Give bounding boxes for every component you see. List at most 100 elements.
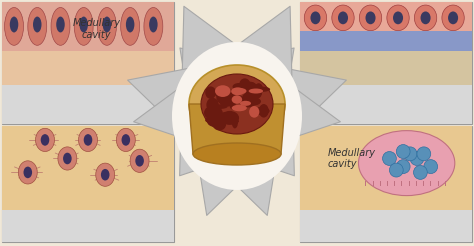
Ellipse shape (41, 134, 49, 146)
Ellipse shape (189, 65, 285, 143)
Ellipse shape (51, 7, 70, 45)
Ellipse shape (98, 7, 117, 45)
Ellipse shape (413, 166, 427, 179)
Ellipse shape (213, 118, 226, 131)
Ellipse shape (144, 7, 163, 45)
Ellipse shape (226, 94, 243, 103)
FancyBboxPatch shape (300, 31, 472, 51)
Ellipse shape (387, 5, 409, 31)
Ellipse shape (24, 167, 32, 178)
Ellipse shape (205, 117, 216, 123)
Ellipse shape (36, 128, 55, 152)
Ellipse shape (206, 98, 219, 112)
FancyBboxPatch shape (300, 2, 472, 124)
Ellipse shape (79, 128, 98, 152)
Text: Medullary
cavity: Medullary cavity (328, 148, 375, 169)
Ellipse shape (396, 160, 410, 174)
FancyBboxPatch shape (300, 2, 472, 31)
FancyBboxPatch shape (2, 2, 174, 85)
Ellipse shape (117, 128, 135, 152)
FancyBboxPatch shape (2, 2, 174, 124)
Ellipse shape (74, 7, 93, 45)
Ellipse shape (121, 134, 130, 146)
Ellipse shape (101, 169, 109, 181)
Ellipse shape (358, 131, 455, 196)
Ellipse shape (172, 42, 302, 190)
FancyBboxPatch shape (300, 126, 472, 210)
Ellipse shape (103, 16, 111, 32)
Ellipse shape (448, 12, 458, 24)
Ellipse shape (216, 91, 232, 104)
FancyBboxPatch shape (300, 2, 472, 85)
Ellipse shape (414, 5, 437, 31)
Ellipse shape (80, 16, 88, 32)
Ellipse shape (246, 86, 262, 100)
Ellipse shape (130, 149, 149, 172)
Ellipse shape (253, 87, 270, 92)
Ellipse shape (193, 143, 281, 165)
Ellipse shape (244, 82, 256, 90)
Ellipse shape (242, 82, 258, 94)
Ellipse shape (254, 107, 270, 115)
Ellipse shape (304, 5, 327, 31)
FancyBboxPatch shape (300, 210, 472, 242)
FancyBboxPatch shape (300, 126, 472, 242)
Ellipse shape (219, 96, 235, 107)
Ellipse shape (205, 86, 216, 99)
FancyBboxPatch shape (2, 85, 174, 124)
Ellipse shape (420, 12, 430, 24)
Ellipse shape (229, 100, 236, 109)
Ellipse shape (214, 88, 226, 97)
Ellipse shape (239, 78, 250, 91)
Ellipse shape (231, 87, 245, 95)
Ellipse shape (410, 152, 424, 166)
Ellipse shape (33, 16, 42, 32)
Ellipse shape (201, 74, 273, 134)
Ellipse shape (126, 16, 135, 32)
Ellipse shape (249, 106, 259, 118)
Ellipse shape (417, 147, 431, 161)
Ellipse shape (232, 105, 247, 111)
Ellipse shape (233, 83, 245, 91)
Ellipse shape (235, 88, 246, 94)
Ellipse shape (255, 83, 263, 95)
Ellipse shape (365, 12, 375, 24)
Ellipse shape (18, 161, 37, 184)
Ellipse shape (240, 101, 251, 106)
Ellipse shape (58, 147, 77, 170)
Ellipse shape (242, 92, 256, 108)
Ellipse shape (259, 104, 269, 118)
Ellipse shape (63, 153, 72, 164)
Ellipse shape (5, 7, 24, 45)
Ellipse shape (218, 90, 239, 101)
Ellipse shape (393, 12, 403, 24)
Ellipse shape (245, 97, 261, 106)
Ellipse shape (121, 7, 140, 45)
Ellipse shape (310, 12, 320, 24)
Ellipse shape (383, 152, 396, 166)
Polygon shape (189, 104, 285, 154)
Ellipse shape (96, 163, 115, 186)
Ellipse shape (232, 95, 242, 104)
Ellipse shape (332, 5, 354, 31)
Ellipse shape (135, 155, 144, 167)
Ellipse shape (424, 160, 438, 174)
Ellipse shape (232, 115, 238, 128)
Ellipse shape (56, 16, 65, 32)
Ellipse shape (403, 147, 417, 161)
FancyBboxPatch shape (300, 85, 472, 124)
FancyBboxPatch shape (2, 2, 174, 51)
Ellipse shape (246, 87, 257, 94)
Ellipse shape (10, 16, 18, 32)
Ellipse shape (207, 116, 224, 127)
Text: Medullary
cavity: Medullary cavity (73, 18, 120, 40)
Ellipse shape (220, 111, 239, 125)
Ellipse shape (204, 105, 223, 120)
Ellipse shape (28, 7, 47, 45)
Ellipse shape (442, 5, 464, 31)
Ellipse shape (217, 112, 237, 120)
Ellipse shape (215, 85, 230, 97)
FancyBboxPatch shape (2, 210, 174, 242)
Ellipse shape (338, 12, 348, 24)
Ellipse shape (84, 134, 92, 146)
